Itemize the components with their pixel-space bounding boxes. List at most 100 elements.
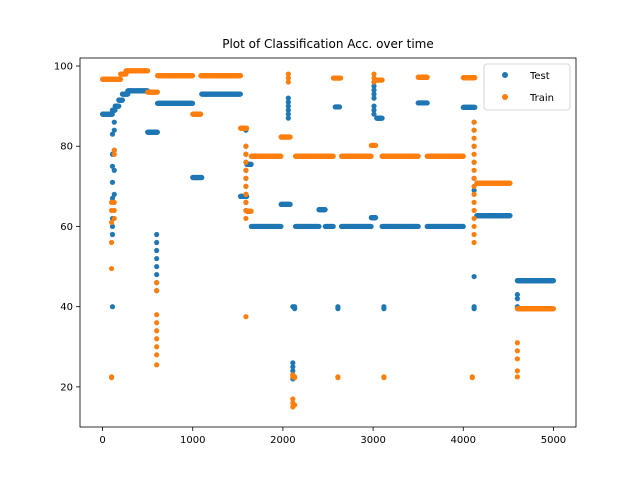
data-point-train	[460, 153, 466, 159]
data-point-train	[514, 340, 520, 346]
data-point-test	[111, 167, 117, 173]
data-point-train	[108, 374, 115, 380]
data-point-train	[471, 183, 477, 189]
data-point-train	[471, 167, 477, 173]
data-point-test	[285, 115, 291, 121]
data-point-train	[415, 153, 421, 159]
legend-marker-train	[502, 94, 508, 100]
data-point-train	[243, 183, 249, 189]
data-point-test	[111, 191, 117, 197]
axes-frame	[79, 57, 577, 428]
data-point-train	[471, 215, 477, 222]
data-point-train	[285, 75, 291, 81]
data-point-test	[109, 195, 116, 201]
data-point-train	[371, 75, 377, 81]
data-point-test	[371, 95, 377, 101]
data-point-test	[381, 304, 387, 310]
data-point-test	[514, 292, 520, 298]
data-point-train	[243, 314, 249, 320]
data-point-train	[117, 76, 124, 82]
data-point-train	[381, 374, 387, 380]
data-point-test	[287, 201, 293, 207]
data-point-test	[285, 103, 291, 109]
data-point-train	[471, 223, 477, 230]
data-point-test	[373, 215, 379, 221]
data-point-train	[471, 135, 477, 141]
data-point-train	[471, 143, 477, 149]
data-point-train	[424, 74, 430, 80]
data-point-train	[471, 191, 477, 197]
data-point-train	[507, 180, 513, 186]
data-point-train	[292, 402, 298, 408]
data-point-test	[471, 187, 477, 193]
data-point-train	[514, 374, 520, 380]
data-point-train	[237, 73, 244, 79]
data-point-test	[109, 163, 116, 169]
data-point-train	[472, 75, 478, 81]
legend-label-test: Test	[529, 71, 550, 82]
data-point-train	[154, 362, 160, 368]
data-point-test	[109, 179, 116, 185]
data-point-test	[109, 131, 116, 137]
data-point-train	[154, 312, 160, 318]
data-point-test	[471, 273, 477, 280]
x-tick-label: 5000	[541, 435, 566, 446]
data-point-test	[189, 100, 196, 106]
legend: Test Train	[483, 63, 571, 111]
data-point-train	[244, 125, 250, 131]
data-point-test	[285, 99, 291, 105]
data-point-test	[285, 95, 291, 101]
data-point-test	[237, 91, 243, 97]
data-point-train	[471, 199, 477, 205]
data-point-test	[371, 83, 377, 89]
data-point-test	[199, 174, 205, 181]
data-point-train	[471, 175, 477, 181]
data-point-test	[424, 100, 430, 106]
y-tick-label: 20	[60, 382, 73, 393]
data-point-train	[154, 288, 160, 294]
data-point-train	[550, 306, 557, 312]
data-point-train	[335, 374, 341, 380]
data-point-train	[285, 79, 291, 85]
data-point-train	[111, 207, 117, 214]
data-point-test	[154, 247, 160, 254]
data-point-test	[154, 271, 160, 278]
data-point-train	[330, 153, 336, 159]
data-point-test	[109, 304, 116, 310]
y-tick-label: 80	[60, 142, 73, 153]
data-point-train	[111, 147, 117, 153]
data-point-test	[322, 207, 328, 213]
data-point-train	[290, 396, 296, 402]
data-point-test	[316, 223, 322, 230]
data-point-train	[154, 344, 160, 350]
data-point-test	[154, 231, 160, 238]
data-point-test	[248, 161, 254, 167]
data-point-train	[154, 328, 160, 334]
data-point-test	[112, 107, 118, 113]
x-tick-label: 0	[99, 435, 105, 446]
data-point-train	[248, 208, 254, 214]
data-point-train	[111, 199, 117, 205]
data-point-train	[471, 151, 477, 157]
data-point-test	[109, 231, 116, 238]
data-point-train	[154, 320, 160, 326]
data-point-test	[371, 87, 377, 93]
data-point-train	[243, 175, 249, 181]
data-point-test	[290, 364, 296, 370]
data-point-train	[243, 199, 249, 205]
data-point-test	[371, 103, 377, 109]
data-point-test	[371, 111, 377, 117]
legend-marker-test	[502, 72, 508, 78]
x-tick-label: 1000	[180, 435, 205, 446]
data-point-test	[292, 306, 298, 312]
legend-box	[483, 63, 571, 111]
data-point-test	[285, 107, 291, 113]
data-point-train	[471, 231, 477, 238]
data-point-test	[471, 306, 477, 312]
data-point-train	[243, 207, 249, 214]
plot-area	[99, 68, 557, 410]
data-point-train	[154, 89, 160, 95]
data-point-train	[514, 356, 520, 362]
data-point-test	[154, 263, 160, 270]
data-point-train	[243, 159, 249, 165]
